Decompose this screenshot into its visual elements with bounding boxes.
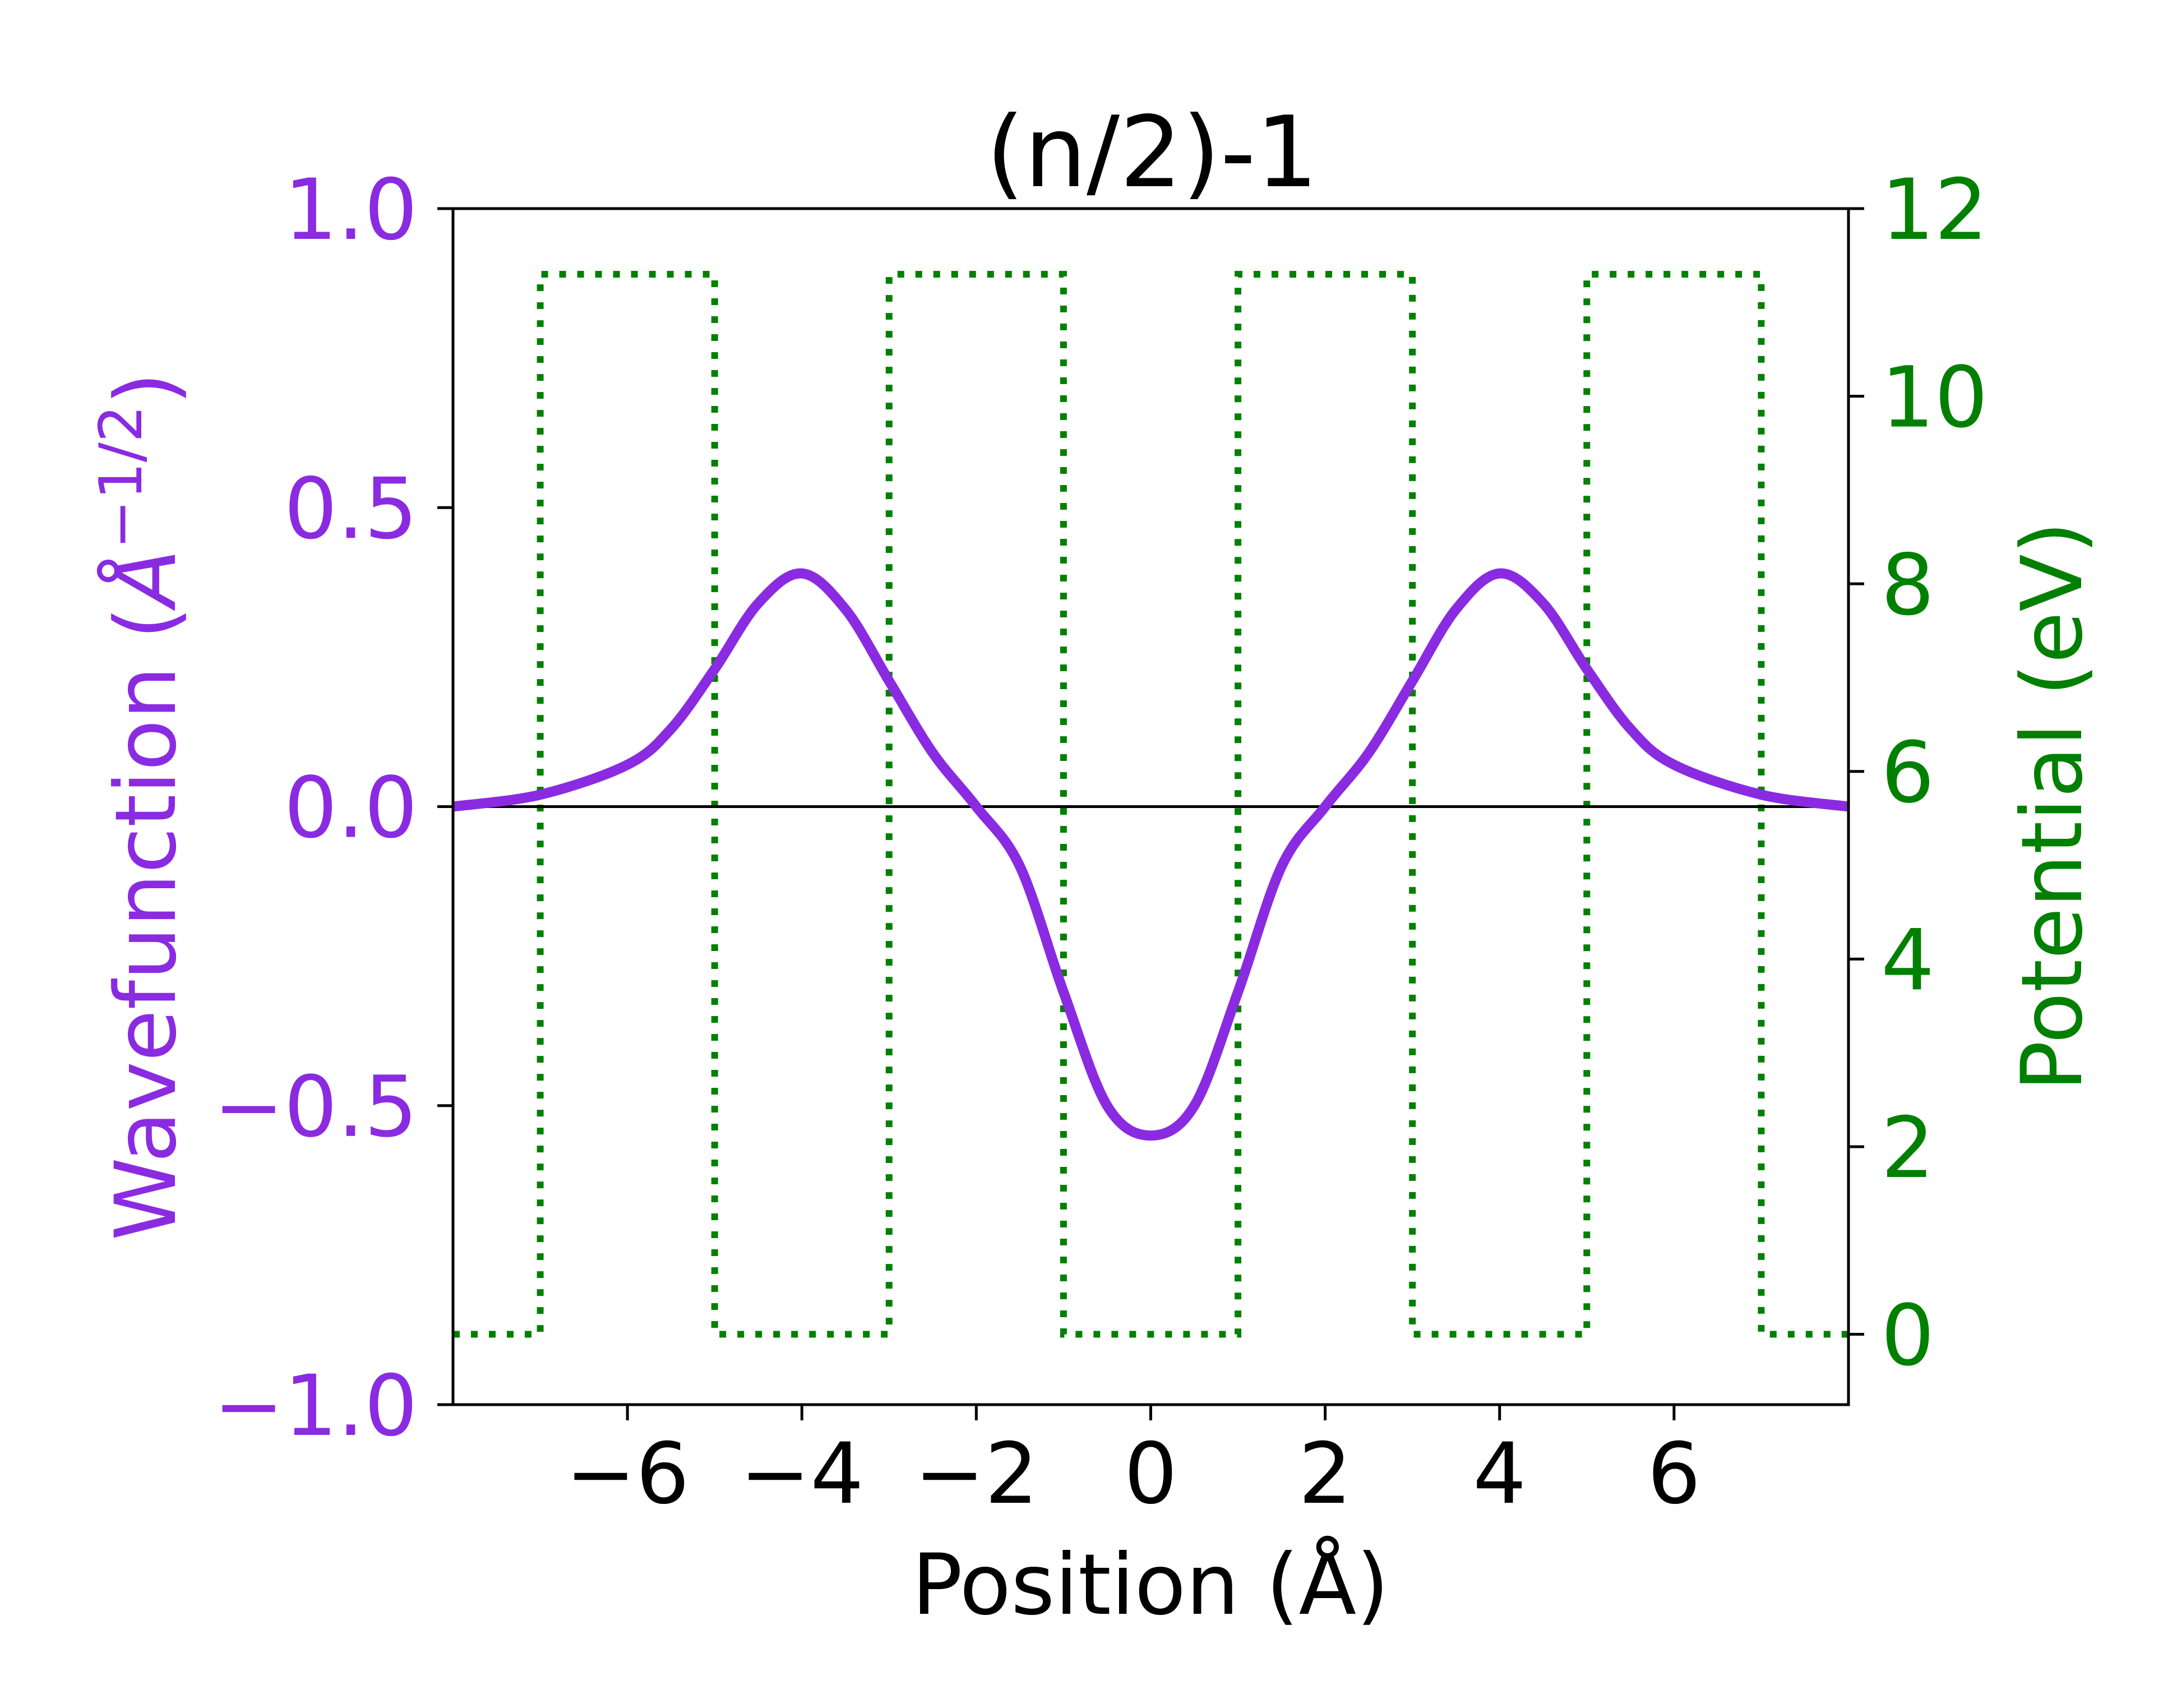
left-axis-label: Wavefunction (Å−1/2)	[87, 372, 195, 1241]
left-axis-label-unit: Å	[97, 549, 195, 611]
left-tick-label: −1.0	[214, 1358, 418, 1455]
wavefunction-series	[452, 568, 1850, 1141]
left-axis-label-close: )	[98, 372, 195, 405]
potential-line	[453, 271, 1848, 1338]
x-tick-label: 6	[1647, 1425, 1700, 1523]
right-tick-label: 2	[1881, 1100, 1934, 1197]
left-tick-label: 0.5	[284, 460, 418, 558]
left-tick-label: 1.0	[284, 161, 418, 259]
x-tick-label: −2	[914, 1425, 1038, 1523]
right-tick-label: 12	[1881, 161, 1988, 259]
right-tick-label: 4	[1881, 912, 1934, 1009]
left-tick-label: 0.0	[284, 760, 418, 857]
wavefunction-line	[452, 568, 1850, 1141]
right-tick-label: 0	[1881, 1287, 1934, 1385]
x-tick-label: 4	[1473, 1425, 1526, 1523]
left-axis-ticks: −1.0 −0.5 0.0 0.5 1.0	[214, 161, 453, 1455]
x-tick-label: −6	[566, 1425, 690, 1523]
chart-title: (n/2)-1	[986, 96, 1318, 210]
x-tick-label: 2	[1298, 1425, 1352, 1523]
right-tick-label: 6	[1881, 724, 1934, 822]
x-axis-label: Position (Å)	[912, 1536, 1389, 1634]
x-axis-ticks: −6 −4 −2 0 2 4 6	[566, 1405, 1701, 1523]
right-tick-label: 8	[1881, 537, 1934, 634]
x-tick-label: −4	[740, 1425, 864, 1523]
potential-series	[453, 271, 1848, 1338]
right-axis-label: Potential (eV)	[2004, 521, 2101, 1092]
left-tick-label: −0.5	[214, 1059, 418, 1156]
left-axis-label-exponent: −1/2	[87, 405, 155, 549]
right-tick-label: 10	[1881, 349, 1988, 447]
left-axis-label-main: Wavefunction (	[98, 607, 195, 1241]
x-tick-label: 0	[1124, 1425, 1177, 1523]
right-axis-ticks: 0 2 4 6 8 10 12	[1848, 161, 1988, 1385]
